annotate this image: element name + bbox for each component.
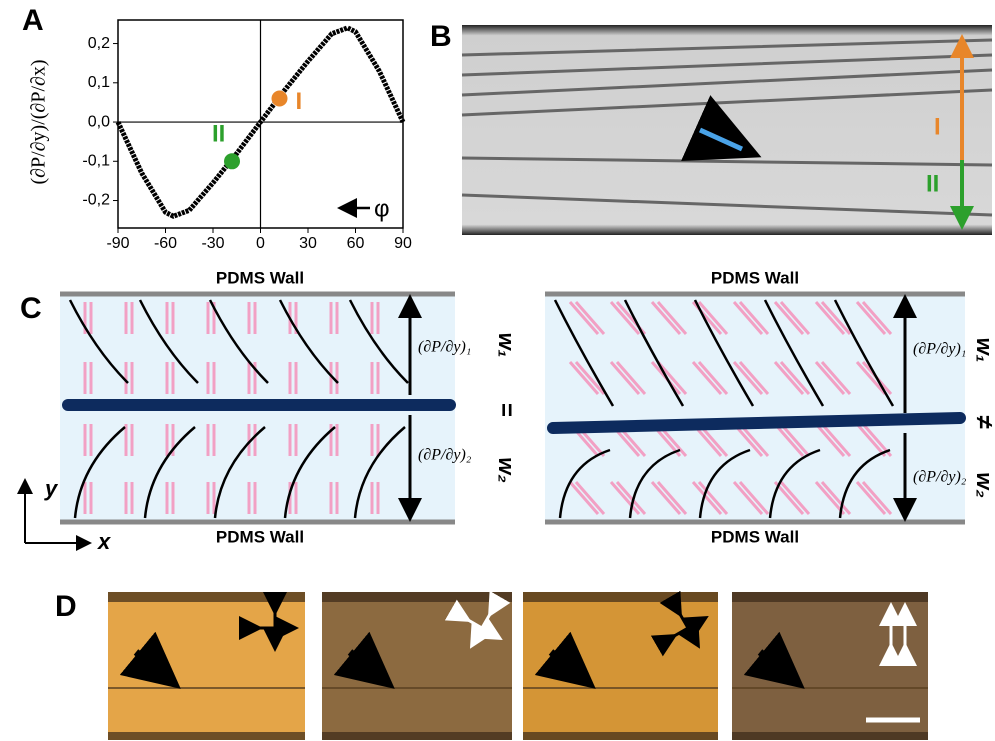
- width-label: w₁: [494, 333, 519, 358]
- point-label: II: [212, 121, 225, 148]
- photo-edge: [732, 732, 928, 740]
- x-tick-label: -30: [201, 235, 224, 252]
- y-tick-label: 0,2: [88, 35, 110, 52]
- photo-edge: [322, 592, 512, 602]
- annotation: φ: [374, 195, 390, 222]
- figure: A (∂P/∂y)/(∂P/∂x) -0,2 -0,1 0,0 0,1 0,2 -90 -6…: [0, 0, 995, 741]
- axis-label: x: [97, 529, 111, 554]
- x-tick-label: 60: [347, 235, 365, 252]
- photo: [322, 592, 512, 740]
- micrographs: [108, 592, 928, 740]
- diagram-left: [60, 294, 455, 522]
- axis-label: y: [44, 476, 59, 501]
- label-ii: II: [926, 170, 939, 197]
- gradient-label: (∂P/∂y)₂: [913, 469, 967, 486]
- diagram-right: [545, 294, 965, 522]
- photo-edge: [523, 592, 718, 602]
- x-tick-label: 30: [299, 235, 317, 252]
- width-label: w₂: [972, 472, 995, 498]
- x-tick-label: -60: [154, 235, 177, 252]
- micrograph: [462, 25, 992, 235]
- x-tick-label: 0: [256, 235, 265, 252]
- relation: =: [493, 403, 520, 417]
- panel-letter: D: [55, 590, 77, 623]
- y-tick-label: 0,1: [88, 74, 110, 91]
- point: [224, 153, 240, 169]
- panel-letter: B: [430, 20, 452, 53]
- point-label: I: [296, 88, 303, 115]
- point: [272, 90, 288, 106]
- wall-label: PDMS Wall: [711, 527, 799, 546]
- wall-label: PDMS Wall: [216, 268, 304, 287]
- y-tick-label: 0,0: [88, 113, 110, 130]
- photo-edge: [108, 732, 305, 740]
- photo-edge: [732, 592, 928, 602]
- width-label: w₂: [494, 457, 519, 483]
- wall-label: PDMS Wall: [216, 527, 304, 546]
- photo-edge: [322, 732, 512, 740]
- panel-letter: C: [20, 292, 42, 325]
- wall-label: PDMS Wall: [711, 268, 799, 287]
- x-tick-label: -90: [106, 235, 129, 252]
- y-tick-label: -0,2: [82, 192, 110, 209]
- y-tick-label: -0,1: [82, 153, 110, 170]
- gradient-label: (∂P/∂y)₂: [418, 447, 472, 464]
- relation: ≠: [971, 415, 995, 428]
- photo-edge: [108, 592, 305, 602]
- gradient-label: (∂P/∂y)₁: [418, 339, 471, 356]
- x-tick-label: 90: [394, 235, 412, 252]
- gradient-label: (∂P/∂y)₁: [913, 341, 966, 358]
- label-i: I: [934, 113, 941, 140]
- photo: [523, 592, 718, 740]
- panel-letter: A: [22, 4, 44, 37]
- width-label: w₁: [972, 338, 995, 363]
- photo-edge: [523, 732, 718, 740]
- y-axis-label: (∂P/∂y)/(∂P/∂x): [28, 59, 50, 184]
